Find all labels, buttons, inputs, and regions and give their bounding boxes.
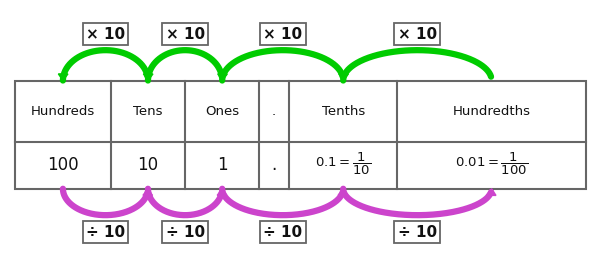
Polygon shape [338, 189, 347, 195]
Text: Tens: Tens [133, 105, 163, 117]
Text: 100: 100 [47, 156, 78, 174]
Text: Hundreds: Hundreds [31, 105, 95, 117]
Text: 1: 1 [217, 156, 228, 174]
Text: Ones: Ones [205, 105, 239, 117]
Polygon shape [486, 189, 496, 195]
Polygon shape [143, 74, 153, 81]
Text: $0.01 = \dfrac{1}{100}$: $0.01 = \dfrac{1}{100}$ [455, 151, 528, 177]
Text: Tenths: Tenths [322, 105, 365, 117]
Text: ÷ 10: ÷ 10 [263, 225, 302, 240]
Text: × 10: × 10 [165, 27, 205, 42]
Text: ÷ 10: ÷ 10 [86, 225, 125, 240]
Text: × 10: × 10 [86, 27, 125, 42]
Text: × 10: × 10 [398, 27, 437, 42]
Text: .: . [271, 156, 277, 174]
Polygon shape [143, 189, 153, 195]
Text: ÷ 10: ÷ 10 [398, 225, 437, 240]
Text: Hundredths: Hundredths [453, 105, 531, 117]
Polygon shape [217, 74, 227, 81]
Text: $0.1 = \dfrac{1}{10}$: $0.1 = \dfrac{1}{10}$ [315, 151, 371, 177]
Text: × 10: × 10 [263, 27, 302, 42]
Text: .: . [272, 105, 276, 117]
Bar [15, 81, 586, 189]
Polygon shape [58, 74, 68, 81]
Text: ÷ 10: ÷ 10 [165, 225, 205, 240]
Polygon shape [339, 74, 349, 81]
Polygon shape [217, 189, 227, 195]
Text: 10: 10 [137, 156, 159, 174]
